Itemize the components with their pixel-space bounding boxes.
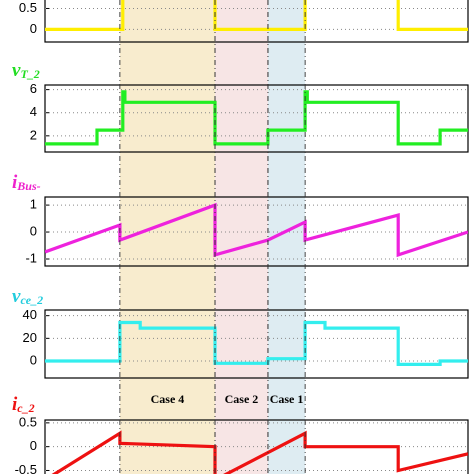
y-tick-label: 0.5	[19, 0, 37, 15]
case-label: Case 1	[270, 392, 304, 406]
case-region	[119, 0, 216, 474]
panels-layer: 0.50642vT_210-1iBus-40200vce_20.50-0.5ic…	[12, 0, 469, 474]
y-tick-label: 20	[23, 330, 37, 345]
y-tick-label: -1	[25, 250, 37, 265]
title-symbol: v	[12, 60, 21, 81]
title-subscript: ce_2	[20, 293, 43, 307]
y-tick-label: 0	[30, 438, 37, 453]
plot-frame	[44, 0, 469, 43]
plot-frame	[44, 84, 469, 153]
panel-title: ic_2	[12, 394, 35, 415]
plot-frame	[44, 309, 469, 379]
plot-frame	[44, 419, 469, 474]
y-tick-label: 1	[30, 197, 37, 212]
case-label: Case 4	[151, 392, 185, 406]
y-tick-label: 2	[30, 127, 37, 142]
panel-title: iBus-	[12, 172, 41, 193]
title-symbol: v	[12, 286, 21, 307]
y-tick-label: -0.5	[15, 462, 37, 474]
title-symbol: i	[12, 394, 18, 415]
y-tick-label: 0	[30, 352, 37, 367]
waveform	[45, 320, 468, 366]
y-tick-label: 4	[30, 104, 37, 119]
panel-title: vT_2	[12, 60, 40, 81]
plot-frame	[44, 196, 469, 267]
y-tick-label: 0	[30, 223, 37, 238]
y-tick-label: 0	[30, 21, 37, 36]
title-subscript: T_2	[20, 67, 39, 81]
background-layer	[119, 0, 306, 474]
case-label: Case 2	[225, 392, 259, 406]
panel-title: vce_2	[12, 286, 43, 307]
y-tick-label: 40	[23, 307, 37, 322]
y-tick-label: 6	[30, 81, 37, 96]
y-tick-label: 0.5	[19, 414, 37, 429]
waveform	[45, 0, 468, 31]
title-subscript: c_2	[17, 401, 34, 415]
waveform	[45, 90, 468, 146]
case-region	[215, 0, 268, 474]
title-symbol: i	[12, 172, 18, 193]
title-subscript: Bus-	[16, 179, 40, 193]
waveform	[51, 430, 468, 474]
